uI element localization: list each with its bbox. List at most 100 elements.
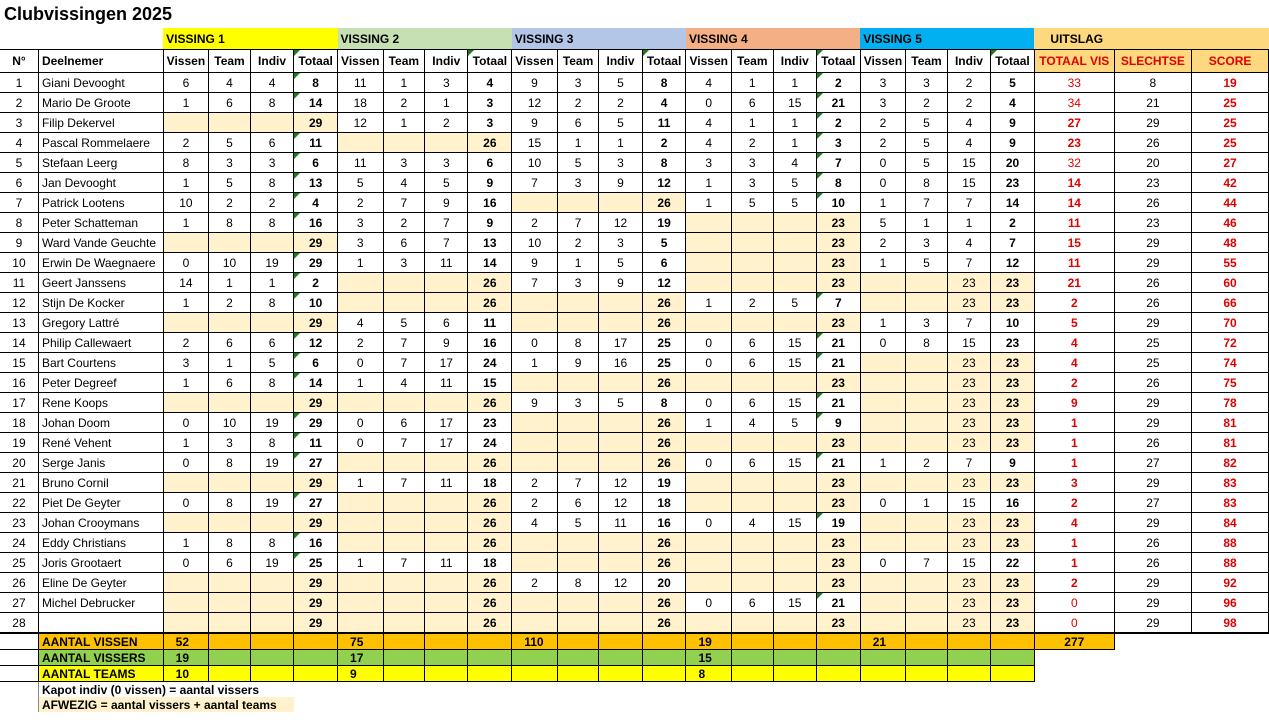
indiv-cell[interactable]: 11 (424, 252, 469, 273)
vissen-cell[interactable]: 0 (685, 352, 732, 373)
participant-name[interactable]: Serge Janis (37, 452, 164, 473)
team-cell[interactable]: 3 (730, 172, 774, 193)
indiv-cell[interactable] (249, 612, 295, 634)
vissen-cell[interactable] (162, 512, 210, 533)
indiv-cell[interactable] (598, 372, 643, 393)
footer-cell[interactable] (946, 665, 992, 682)
indiv-cell[interactable]: 15 (946, 152, 992, 173)
team-cell[interactable]: 1 (556, 132, 600, 153)
totaal-cell[interactable]: 4 (467, 72, 513, 93)
footer-cell[interactable] (382, 649, 426, 666)
totaal-vis-cell[interactable]: 9 (1033, 392, 1115, 413)
team-cell[interactable] (208, 112, 251, 133)
team-cell[interactable]: 4 (382, 372, 426, 393)
footer-cell[interactable]: 9 (337, 665, 384, 682)
team-cell[interactable]: 2 (905, 92, 948, 113)
slechtste-cell[interactable]: 26 (1113, 192, 1193, 213)
totaal-vis-cell[interactable]: 1 (1033, 532, 1115, 553)
vissen-cell[interactable]: 12 (511, 92, 558, 113)
vissen-cell[interactable]: 1 (859, 452, 907, 473)
footer-cell[interactable] (946, 632, 992, 650)
vissen-cell[interactable]: 4 (685, 112, 732, 133)
indiv-cell[interactable]: 19 (249, 552, 295, 573)
indiv-cell[interactable] (598, 552, 643, 573)
team-cell[interactable]: 9 (556, 352, 600, 373)
totaal-vis-cell[interactable]: 32 (1033, 152, 1115, 173)
score-cell[interactable]: 46 (1191, 212, 1269, 233)
team-cell[interactable] (208, 592, 251, 613)
team-cell[interactable]: 7 (382, 192, 426, 213)
totaal-cell[interactable]: 26 (467, 132, 513, 153)
totaal-cell[interactable]: 8 (641, 152, 687, 173)
vissen-cell[interactable]: 1 (162, 292, 210, 313)
footer-cell[interactable] (730, 665, 774, 682)
indiv-cell[interactable]: 15 (772, 592, 817, 613)
totaal-cell[interactable]: 27 (293, 492, 339, 513)
totaal-cell[interactable]: 29 (293, 312, 339, 333)
totaal-cell[interactable]: 23 (990, 432, 1035, 453)
vissen-cell[interactable] (859, 292, 907, 313)
footer-cell[interactable]: 21 (859, 632, 907, 650)
footer-cell[interactable]: 19 (162, 649, 210, 666)
totaal-cell[interactable]: 21 (815, 92, 861, 113)
totaal-cell[interactable]: 26 (467, 512, 513, 533)
vissen-cell[interactable]: 1 (162, 92, 210, 113)
indiv-cell[interactable]: 12 (598, 572, 643, 593)
team-cell[interactable]: 2 (905, 452, 948, 473)
vissen-cell[interactable] (859, 272, 907, 293)
indiv-cell[interactable]: 2 (946, 92, 992, 113)
indiv-cell[interactable] (598, 592, 643, 613)
vissen-cell[interactable]: 0 (337, 412, 384, 433)
score-cell[interactable]: 81 (1191, 412, 1269, 433)
totaal-cell[interactable]: 26 (641, 532, 687, 553)
vissen-cell[interactable]: 0 (685, 392, 732, 413)
footer-cell[interactable] (815, 665, 861, 682)
score-cell[interactable]: 25 (1191, 92, 1269, 113)
vissen-cell[interactable]: 0 (162, 452, 210, 473)
indiv-cell[interactable]: 5 (249, 352, 295, 373)
vissen-cell[interactable]: 2 (511, 472, 558, 493)
team-cell[interactable]: 5 (905, 152, 948, 173)
slechtste-cell[interactable]: 29 (1113, 392, 1193, 413)
indiv-cell[interactable]: 23 (946, 292, 992, 313)
indiv-cell[interactable]: 8 (249, 372, 295, 393)
totaal-cell[interactable]: 18 (641, 492, 687, 513)
team-cell[interactable]: 5 (905, 112, 948, 133)
indiv-cell[interactable] (772, 372, 817, 393)
participant-name[interactable]: Filip Dekervel (37, 112, 164, 133)
totaal-cell[interactable]: 26 (467, 592, 513, 613)
vissen-cell[interactable]: 1 (162, 212, 210, 233)
team-cell[interactable]: 1 (208, 272, 251, 293)
indiv-cell[interactable] (424, 132, 469, 153)
totaal-cell[interactable]: 3 (467, 92, 513, 113)
team-cell[interactable] (730, 472, 774, 493)
totaal-cell[interactable]: 7 (815, 152, 861, 173)
indiv-cell[interactable]: 7 (946, 312, 992, 333)
footer-cell[interactable] (467, 632, 513, 650)
vissen-cell[interactable]: 1 (337, 472, 384, 493)
team-cell[interactable] (382, 592, 426, 613)
totaal-cell[interactable]: 23 (990, 592, 1035, 613)
vissen-cell[interactable] (511, 412, 558, 433)
indiv-cell[interactable] (598, 192, 643, 213)
indiv-cell[interactable] (598, 312, 643, 333)
vissen-cell[interactable]: 0 (337, 352, 384, 373)
indiv-cell[interactable]: 15 (772, 512, 817, 533)
slechtste-cell[interactable]: 29 (1113, 312, 1193, 333)
vissen-cell[interactable]: 6 (162, 72, 210, 93)
totaal-cell[interactable]: 16 (293, 212, 339, 233)
score-cell[interactable]: 78 (1191, 392, 1269, 413)
vissen-cell[interactable]: 0 (859, 152, 907, 173)
vissen-cell[interactable] (859, 432, 907, 453)
vissen-cell[interactable]: 1 (859, 312, 907, 333)
vissen-cell[interactable] (511, 452, 558, 473)
totaal-cell[interactable]: 5 (641, 232, 687, 253)
totaal-cell[interactable]: 6 (293, 352, 339, 373)
team-cell[interactable] (905, 512, 948, 533)
footer-cell[interactable]: 110 (511, 632, 558, 650)
indiv-cell[interactable]: 5 (598, 392, 643, 413)
vissen-cell[interactable] (162, 232, 210, 253)
footer-cell[interactable] (946, 649, 992, 666)
footer-cell[interactable]: 17 (337, 649, 384, 666)
vissen-cell[interactable] (685, 492, 732, 513)
